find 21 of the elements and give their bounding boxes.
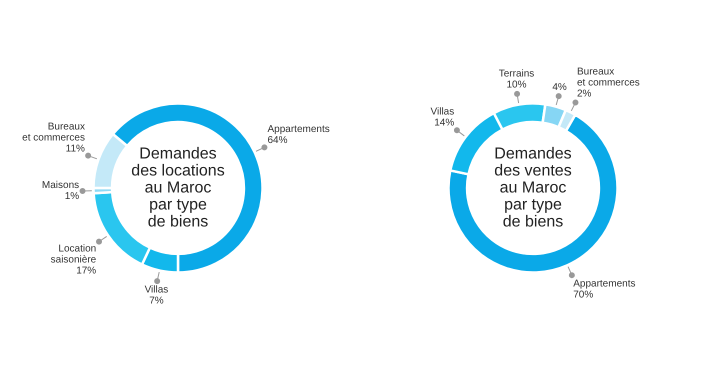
- text: Demandes des locations au Maroc par type de biens: [131, 146, 225, 230]
- slice-label: Villas: [144, 284, 168, 296]
- data-label: 4%: [552, 82, 567, 93]
- data-label: 11%: [66, 144, 86, 155]
- data-label: 17%: [76, 266, 96, 277]
- data-label: 2%: [576, 88, 592, 100]
- slice-label: Location saisonière: [50, 244, 97, 266]
- data-label: 10%: [506, 80, 527, 91]
- data-label: 70%: [573, 289, 594, 300]
- slice-label: Appartements: [573, 278, 636, 290]
- slice-label: Maisons: [42, 180, 80, 192]
- text: Demandes des ventes au Maroc par type de biens: [494, 146, 572, 230]
- data-label: 14%: [434, 117, 454, 128]
- slice-label: Bureaux et commerces: [22, 122, 85, 144]
- slice-label: Bureaux et commerces: [576, 66, 640, 88]
- data-label: 64%: [267, 134, 288, 146]
- data-label: 7%: [149, 295, 164, 306]
- slice-label: Appartements: [267, 124, 330, 135]
- data-label: 1%: [64, 191, 80, 202]
- slice-label: Villas: [430, 106, 454, 118]
- slice-label: Terrains: [498, 68, 534, 80]
